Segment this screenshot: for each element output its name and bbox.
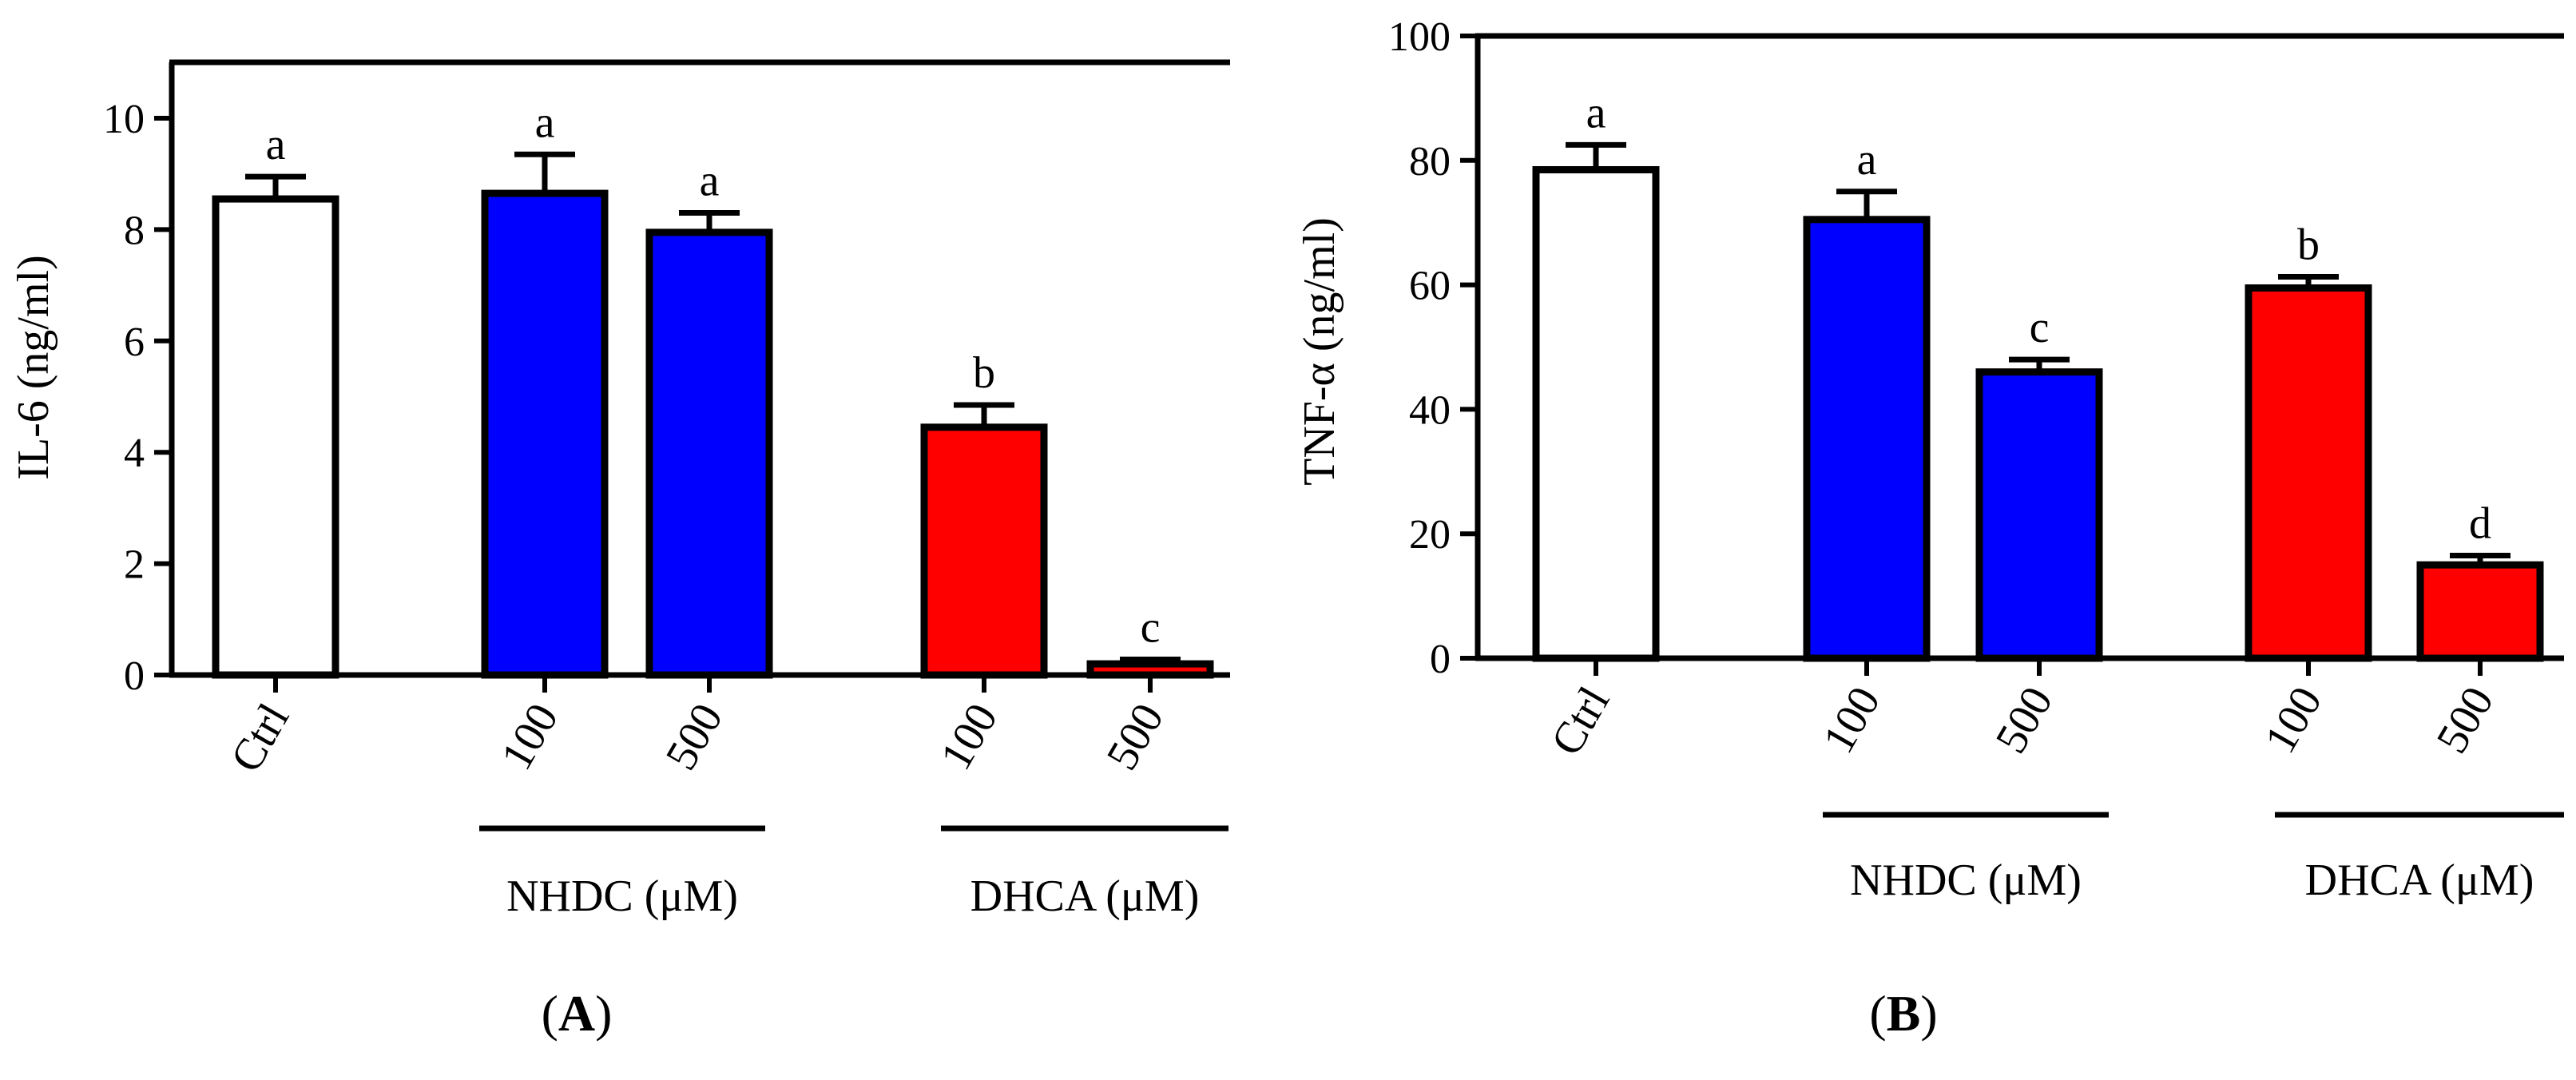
panel-a-bar [1086, 660, 1214, 679]
panel-a-y-tick-label: 2 [124, 542, 145, 588]
panel-a-y-tick-label: 10 [103, 97, 145, 142]
panel-a-y-tick-label: 6 [124, 320, 145, 365]
panel-b-category-label: 100 [2256, 679, 2332, 762]
panel-b-y-tick-label: 40 [1409, 387, 1451, 433]
panel-b-bar [1975, 368, 2103, 662]
panel-b-y-tick-label: 0 [1430, 637, 1451, 682]
panel-a-y-tick-label: 8 [124, 208, 145, 253]
panel-b-bar [1803, 216, 1931, 662]
panel-a-category-label: Ctrl [221, 696, 299, 780]
panel-a-significance-label: c [1141, 602, 1161, 652]
panel-a-significance-label: b [973, 348, 995, 398]
panel-a-bar [645, 228, 773, 679]
panel-b-category-label: 500 [1987, 679, 2063, 762]
panel-b-significance-label: d [2469, 498, 2491, 548]
panel-b-group-label: NHDC (μM) [1850, 856, 2082, 905]
panel-a-panel-label: (A) [542, 985, 613, 1042]
panel-b-y-axis-label: TNF-α (ng/ml) [1295, 217, 1344, 486]
panel-a-significance-label: a [700, 156, 720, 205]
panel-b-bar [1532, 165, 1660, 662]
panel-a-category-label: 500 [1097, 696, 1174, 779]
panel-a-significance-label: a [266, 120, 286, 169]
panel-a-y-axis-label: IL-6 (ng/ml) [9, 255, 58, 479]
panel-b-y-tick-label: 20 [1409, 512, 1451, 558]
panel-a-bar [212, 195, 339, 679]
panel-a-group-label: NHDC (μM) [506, 872, 738, 921]
panel-b-panel-label: (B) [1869, 985, 1937, 1042]
panel-b-category-label: Ctrl [1542, 679, 1619, 764]
panel-b-significance-label: c [2030, 303, 2050, 352]
panel-a-bar [920, 423, 1048, 679]
panel-b-significance-label: a [1857, 135, 1877, 185]
panel-b-y-tick-label: 100 [1388, 14, 1451, 60]
panel-a-y-tick-label: 4 [124, 431, 145, 476]
panel-b-y-tick-label: 60 [1409, 264, 1451, 309]
panel-a-bar [481, 189, 609, 679]
panel-b-bar [2416, 561, 2544, 662]
panel-a-significance-label: a [535, 97, 555, 147]
panel-b-bar [2245, 284, 2372, 662]
panel-b-category-label: 100 [1814, 679, 1891, 762]
panel-b-significance-label: a [1586, 88, 1606, 137]
panel-b-y-tick-label: 80 [1409, 139, 1451, 185]
panel-b-significance-label: b [2297, 220, 2320, 269]
panel-a-y-tick-label: 0 [124, 653, 145, 699]
panel-a-group-label: DHCA (μM) [970, 872, 1200, 921]
panel-b-group-label: DHCA (μM) [2305, 856, 2534, 905]
panel-b-category-label: 500 [2427, 679, 2504, 762]
panel-a-category-label: 500 [657, 696, 733, 779]
panel-a-category-label: 100 [492, 696, 569, 779]
panel-a-category-label: 100 [931, 696, 1008, 779]
